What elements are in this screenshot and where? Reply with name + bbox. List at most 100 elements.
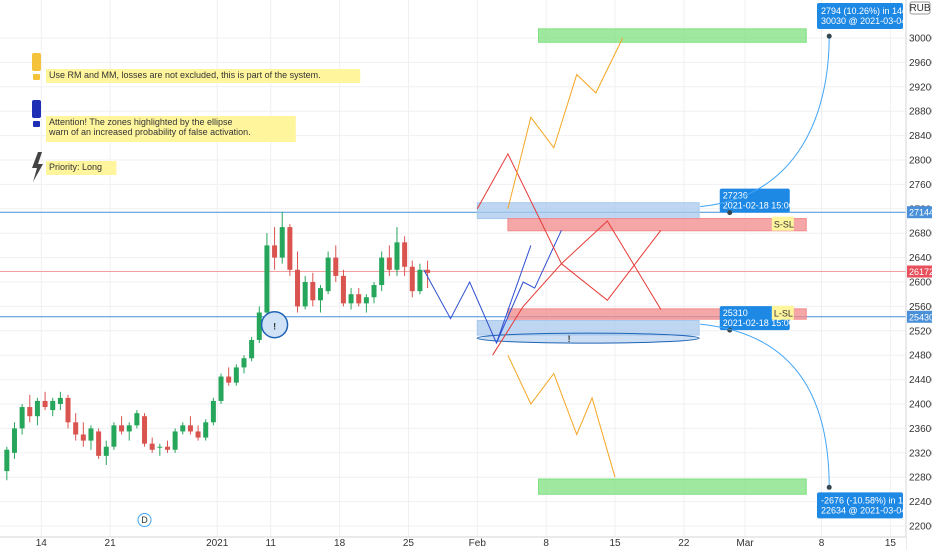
entry-zone[interactable] bbox=[476, 202, 700, 220]
axis-price-label-bg[interactable] bbox=[907, 265, 932, 278]
projection-target: 30030 @ 2021-03-04 15:00 bbox=[821, 16, 931, 26]
price-tick-26400: 26400 bbox=[909, 253, 932, 264]
candle-body[interactable] bbox=[119, 425, 125, 432]
candle-body[interactable] bbox=[249, 339, 255, 359]
candle-body[interactable] bbox=[425, 269, 431, 273]
candle-body[interactable] bbox=[356, 294, 362, 304]
candle-body[interactable] bbox=[157, 446, 163, 448]
price-tick-22000: 22000 bbox=[909, 522, 932, 533]
projection-curve-up[interactable] bbox=[700, 36, 830, 208]
candle-body[interactable] bbox=[417, 269, 423, 292]
axis-price-label-bg[interactable] bbox=[907, 206, 932, 219]
candle-body[interactable] bbox=[34, 400, 40, 417]
warning-marker[interactable] bbox=[260, 310, 289, 339]
projection-point[interactable] bbox=[826, 484, 832, 490]
candle-body[interactable] bbox=[50, 400, 56, 411]
candle-body[interactable] bbox=[371, 285, 377, 298]
candle-body[interactable] bbox=[333, 257, 339, 276]
candle-body[interactable] bbox=[96, 431, 102, 456]
anchor-dot[interactable] bbox=[727, 210, 733, 216]
candle-body[interactable] bbox=[317, 288, 323, 301]
candle-body[interactable] bbox=[19, 407, 25, 429]
candle-body[interactable] bbox=[340, 275, 346, 304]
candle-body[interactable] bbox=[134, 413, 140, 426]
time-axis[interactable] bbox=[0, 537, 906, 550]
level-label-s-sl: S-SL bbox=[774, 220, 794, 230]
candle-body[interactable] bbox=[295, 269, 301, 307]
candle-body[interactable] bbox=[310, 282, 316, 301]
candle-body[interactable] bbox=[379, 257, 385, 286]
candle-body[interactable] bbox=[256, 312, 262, 340]
candle-body[interactable] bbox=[142, 416, 148, 444]
price-tick-22800: 22800 bbox=[909, 473, 932, 484]
scenario-path-red-2[interactable] bbox=[492, 229, 662, 356]
note-text-2: Priority: Long bbox=[49, 162, 102, 172]
stop-zone[interactable] bbox=[507, 308, 807, 320]
candle-body[interactable] bbox=[172, 431, 178, 450]
price-tick-29200: 29200 bbox=[909, 82, 932, 93]
exclamation-dot bbox=[33, 74, 40, 80]
candle-body[interactable] bbox=[103, 446, 109, 456]
candle-body[interactable] bbox=[279, 227, 285, 258]
take-profit-zone[interactable] bbox=[538, 28, 807, 43]
candle-body[interactable] bbox=[325, 257, 331, 292]
candle-body[interactable] bbox=[348, 294, 354, 304]
candle-body[interactable] bbox=[409, 266, 415, 292]
candle-body[interactable] bbox=[264, 245, 270, 313]
projection-point[interactable] bbox=[826, 33, 832, 39]
candle-body[interactable] bbox=[27, 407, 33, 417]
price-tick-28400: 28400 bbox=[909, 131, 932, 142]
candle-body[interactable] bbox=[73, 422, 79, 435]
axis-price-label: 25430 bbox=[909, 312, 932, 322]
candle-body[interactable] bbox=[111, 425, 117, 447]
candle-body[interactable] bbox=[287, 227, 293, 270]
candle-body[interactable] bbox=[57, 397, 63, 404]
projection-box-1[interactable] bbox=[817, 492, 903, 519]
candle-body[interactable] bbox=[149, 443, 155, 450]
price-tag-0[interactable] bbox=[719, 188, 790, 213]
candle-body[interactable] bbox=[226, 376, 232, 383]
candle-body[interactable] bbox=[233, 367, 239, 383]
price-tick-25600: 25600 bbox=[909, 302, 932, 313]
candle-body[interactable] bbox=[164, 446, 170, 450]
candle-body[interactable] bbox=[126, 425, 132, 432]
scenario-path-red-1[interactable] bbox=[476, 152, 662, 310]
take-profit-zone[interactable] bbox=[538, 478, 807, 495]
candle-body[interactable] bbox=[195, 431, 201, 438]
projection-box-0[interactable] bbox=[817, 3, 903, 29]
candle-body[interactable] bbox=[386, 257, 392, 270]
axis-price-label-bg[interactable] bbox=[907, 310, 932, 323]
false-activation-ellipse[interactable] bbox=[476, 332, 700, 344]
candle-body[interactable] bbox=[88, 428, 94, 441]
candle-body[interactable] bbox=[80, 434, 86, 441]
price-tick-27600: 27600 bbox=[909, 180, 932, 191]
candle-body[interactable] bbox=[363, 297, 369, 304]
candle-body[interactable] bbox=[42, 400, 48, 408]
dividend-badge[interactable] bbox=[137, 513, 152, 527]
candle-body[interactable] bbox=[272, 245, 278, 258]
time-tick-mar: Mar bbox=[736, 538, 754, 549]
candle-body[interactable] bbox=[218, 376, 224, 401]
candle-body[interactable] bbox=[11, 428, 17, 453]
price-tag-value: 25310 bbox=[723, 308, 748, 318]
scenario-path-blue-1[interactable] bbox=[423, 245, 532, 345]
scenario-path-orange-down[interactable] bbox=[507, 354, 616, 478]
projection-curve-down[interactable] bbox=[700, 323, 830, 488]
candle-body[interactable] bbox=[203, 422, 209, 438]
candle-body[interactable] bbox=[394, 242, 400, 270]
scenario-path-orange-up[interactable] bbox=[507, 37, 624, 209]
candle-body[interactable] bbox=[402, 242, 408, 267]
stop-zone[interactable] bbox=[507, 218, 807, 232]
candle-body[interactable] bbox=[180, 425, 186, 432]
currency-badge[interactable] bbox=[909, 1, 931, 15]
candle-body[interactable] bbox=[65, 397, 71, 423]
candle-body[interactable] bbox=[210, 400, 216, 423]
candle-body[interactable] bbox=[241, 358, 247, 368]
candle-body[interactable] bbox=[302, 282, 308, 307]
candle-body[interactable] bbox=[187, 425, 193, 432]
candle-body[interactable] bbox=[4, 449, 10, 472]
time-tick-15: 15 bbox=[609, 538, 621, 549]
scenario-path-blue-2[interactable] bbox=[495, 229, 562, 344]
